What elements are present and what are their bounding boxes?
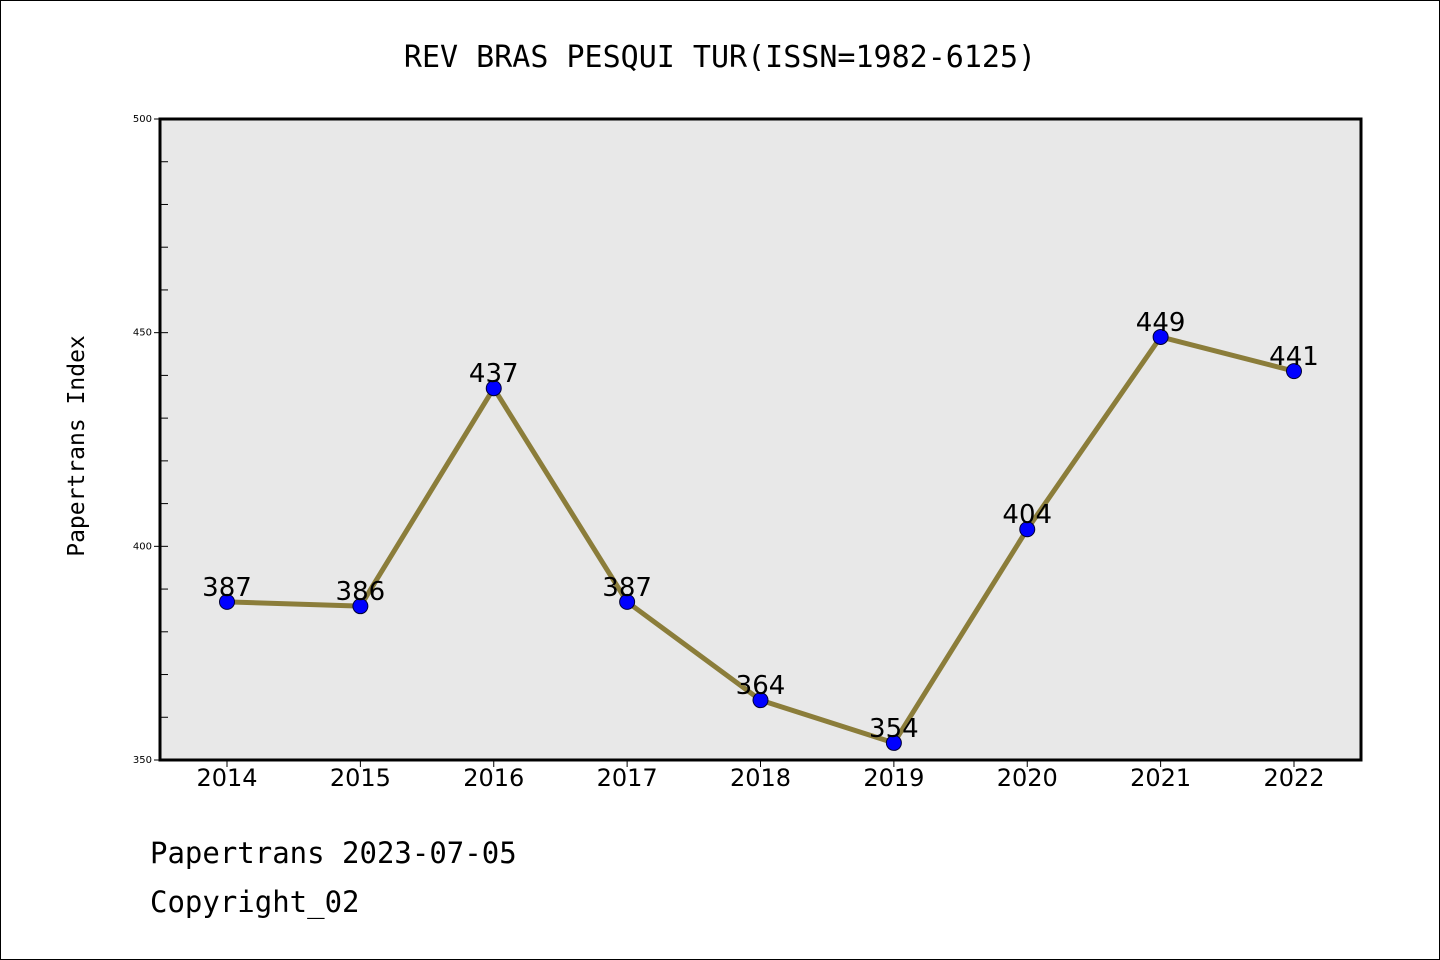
footer-date-text: Papertrans 2023-07-05	[150, 836, 517, 870]
data-point	[1286, 363, 1302, 380]
x-tick-label: 2018	[730, 764, 791, 792]
data-point	[619, 593, 636, 610]
x-tick-label: 2016	[463, 764, 524, 792]
data-label: 387	[602, 573, 652, 603]
data-label: 354	[869, 714, 919, 744]
x-tick-label: 2017	[597, 764, 658, 792]
x-tick-label: 2015	[330, 764, 391, 792]
data-label: 387	[202, 573, 252, 603]
chart-title: REV BRAS PESQUI TUR(ISSN=1982-6125)	[404, 40, 1036, 75]
y-tick-label: 450	[133, 328, 152, 339]
data-label: 386	[336, 577, 386, 607]
data-point	[219, 593, 235, 610]
footer-copyright-text: Copyright_02	[150, 885, 360, 919]
data-point	[752, 692, 769, 709]
x-tick-label: 2014	[196, 764, 257, 792]
x-tick-label: 2022	[1263, 764, 1324, 792]
data-point	[485, 380, 502, 397]
data-point	[1019, 521, 1036, 538]
x-tick-label: 2021	[1130, 764, 1191, 792]
data-label: 441	[1269, 342, 1319, 372]
y-tick-label: 400	[133, 541, 152, 552]
x-tick-label: 2019	[863, 764, 924, 792]
data-label: 404	[1002, 500, 1052, 530]
data-point	[352, 598, 369, 615]
y-axis-label: Papertrans Index	[64, 335, 90, 557]
data-point	[1152, 328, 1169, 345]
x-tick-label: 2020	[997, 764, 1058, 792]
data-label: 364	[736, 671, 786, 701]
data-label: 449	[1136, 308, 1186, 338]
data-label: 437	[469, 359, 519, 389]
data-point	[885, 734, 902, 751]
plot-area	[158, 117, 1363, 762]
y-tick-label: 500	[133, 114, 152, 125]
y-tick-label: 350	[133, 755, 152, 766]
